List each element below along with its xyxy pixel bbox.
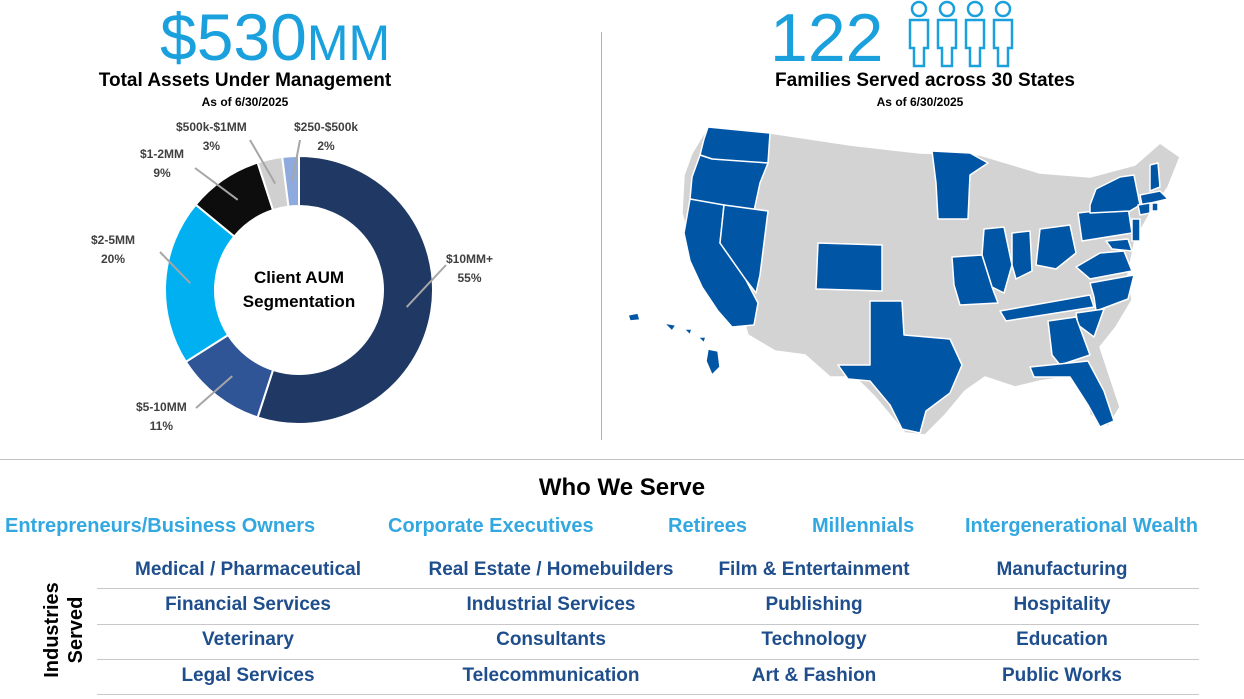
- us-states-map: [627, 126, 1180, 436]
- slice-name: $5-10MM: [136, 400, 187, 414]
- category-retirees: Retirees: [668, 515, 747, 537]
- slice-percent: 3%: [202, 139, 221, 153]
- slice-label-500k-1mm: $500k-$1MM 3%: [176, 118, 247, 156]
- industry-cell: Public Works: [1001, 665, 1122, 686]
- donut-leader-line: [249, 139, 277, 185]
- table-row-divider: [97, 694, 1199, 695]
- industry-cell: Real Estate / Homebuilders: [428, 559, 674, 580]
- slice-name: $1-2MM: [140, 147, 185, 161]
- donut-center-label-2: Segmentation: [243, 292, 355, 311]
- vertical-divider: [601, 32, 602, 440]
- aum-donut-chart: Client AUM Segmentation: [159, 139, 447, 425]
- slice-label-10mm: $10MM+ 55%: [446, 250, 493, 288]
- slice-percent: 2%: [317, 139, 335, 153]
- state-texas: [837, 300, 963, 434]
- industry-cell: Medical / Pharmaceutical: [135, 559, 361, 580]
- state-connecticut: [1137, 202, 1151, 216]
- person-icon: [908, 0, 930, 68]
- aum-title: Total Assets Under Management: [98, 70, 392, 91]
- industries-label-line1: Industries: [41, 582, 63, 678]
- aum-unit: MM: [306, 15, 391, 71]
- industry-cell: Art & Fashion: [751, 665, 877, 686]
- slice-name: $2-5MM: [91, 233, 136, 247]
- donut-leader-line: [195, 375, 233, 409]
- horizontal-divider: [0, 459, 1244, 460]
- state-hawaii: [663, 322, 721, 376]
- person-icon: [992, 0, 1014, 68]
- slice-label-2-5mm: $2-5MM 20%: [91, 231, 135, 269]
- state-virginia: [1075, 250, 1133, 280]
- slice-percent: 20%: [100, 252, 126, 266]
- slice-name: $250-$500k: [294, 120, 359, 134]
- aum-value: $530MM: [160, 4, 390, 70]
- category-entrepreneurs: Entrepreneurs/Business Owners: [5, 515, 316, 537]
- slice-percent: 55%: [457, 271, 482, 285]
- slice-label-250-500k: $250-$500k 2%: [294, 118, 358, 156]
- state-ohio: [1035, 224, 1077, 270]
- slice-label-1-2mm: $1-2MM 9%: [140, 145, 184, 183]
- donut-slices: [164, 154, 434, 425]
- state-florida: [1029, 360, 1115, 428]
- industry-cell: Film & Entertainment: [718, 559, 910, 580]
- industry-cell: Education: [1016, 629, 1108, 650]
- state-indiana: [1011, 230, 1033, 280]
- industry-cell: Manufacturing: [996, 559, 1128, 580]
- person-icon: [936, 0, 958, 68]
- donut-leaders: [159, 139, 447, 409]
- state-new-jersey: [1131, 218, 1141, 242]
- industry-cell: Publishing: [765, 594, 863, 615]
- state-missouri: [951, 254, 999, 306]
- state-washington: [699, 126, 771, 164]
- slice-percent: 11%: [149, 419, 174, 433]
- person-icon: [964, 0, 986, 68]
- families-as-of: As of 6/30/2025: [876, 95, 964, 109]
- industry-cell: Industrial Services: [466, 594, 636, 615]
- families-value: 122: [770, 0, 884, 76]
- donut-leader-line: [405, 264, 447, 308]
- slice-label-5-10mm: $5-10MM 11%: [136, 398, 187, 436]
- category-millennials: Millennials: [812, 515, 915, 537]
- aum-as-of: As of 6/30/2025: [201, 95, 289, 109]
- industry-cell: Financial Services: [165, 594, 331, 615]
- state-nevada: [719, 204, 769, 294]
- state-minnesota: [931, 150, 989, 220]
- state-alaska: [627, 312, 641, 322]
- state-georgia: [1047, 316, 1091, 366]
- state-north-carolina: [1089, 274, 1135, 312]
- table-row-divider: [97, 624, 1199, 625]
- donut-slice: [256, 154, 434, 425]
- industry-cell: Consultants: [496, 629, 606, 650]
- category-intergenerational-wealth: Intergenerational Wealth: [965, 515, 1199, 537]
- table-row-divider: [97, 659, 1199, 660]
- state-colorado: [815, 242, 883, 292]
- families-title: Families Served across 30 States: [775, 70, 1075, 91]
- slice-percent: 9%: [153, 166, 171, 180]
- table-row-divider: [97, 588, 1199, 589]
- person-icons: [908, 0, 1014, 68]
- industry-cell: Veterinary: [202, 629, 294, 650]
- donut-center-label-1: Client AUM: [254, 268, 344, 287]
- industry-cell: Legal Services: [181, 665, 315, 686]
- slice-name: $10MM+: [446, 252, 494, 266]
- state-tennessee: [999, 294, 1095, 322]
- state-new-hampshire: [1149, 162, 1161, 192]
- state-maryland: [1105, 238, 1133, 252]
- aum-number: $530: [160, 0, 307, 74]
- industry-cell: Telecommunication: [462, 665, 640, 686]
- donut-leader-line: [194, 167, 239, 201]
- state-rhode-island: [1151, 202, 1159, 212]
- who-we-serve-title: Who We Serve: [538, 474, 706, 501]
- state-massachusetts: [1139, 190, 1169, 206]
- industry-cell: Hospitality: [1013, 594, 1111, 615]
- slice-name: $500k-$1MM: [176, 120, 247, 134]
- industries-label-line2: Served: [65, 596, 87, 664]
- state-new-york: [1089, 174, 1141, 214]
- industry-cell: Technology: [761, 629, 867, 650]
- donut-leader-line: [159, 251, 191, 284]
- category-corporate-executives: Corporate Executives: [388, 515, 594, 537]
- donut-leader-line: [291, 139, 301, 182]
